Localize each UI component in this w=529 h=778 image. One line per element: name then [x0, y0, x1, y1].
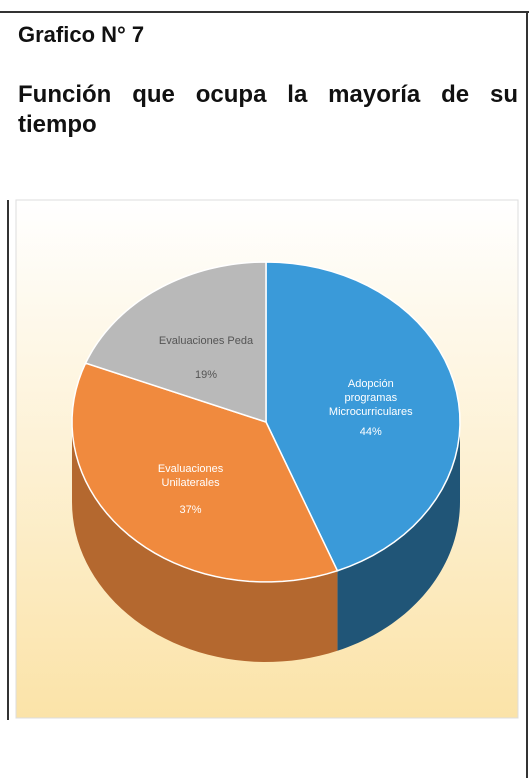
chart-subtitle: Función que ocupa la mayoría de su tiemp… [18, 81, 518, 138]
pie-side [337, 422, 460, 651]
slice-label: Evaluaciones Peda [158, 335, 254, 348]
pie [71, 261, 461, 662]
pie-slice [71, 362, 339, 583]
slice-label: Adopción programas Microcurriculares [328, 377, 413, 418]
chart-title: Grafico N° 7 [18, 22, 145, 47]
pie-side [72, 422, 338, 662]
pie-slice [84, 261, 267, 424]
value-label: 44% [359, 425, 382, 438]
slice-label: Evaluaciones Unilaterales [157, 463, 224, 490]
pie-slice [265, 261, 461, 572]
value-label: 19% [195, 369, 218, 382]
value-label: 37% [179, 504, 202, 517]
